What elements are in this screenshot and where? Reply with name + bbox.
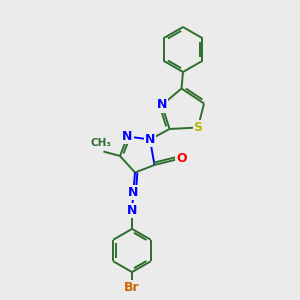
Text: N: N (128, 185, 139, 199)
Text: N: N (157, 98, 167, 112)
Text: Br: Br (124, 280, 140, 294)
Text: N: N (127, 203, 137, 217)
Text: N: N (122, 130, 133, 143)
Text: O: O (176, 152, 187, 165)
Text: S: S (194, 121, 202, 134)
Text: CH₃: CH₃ (91, 138, 112, 148)
Text: N: N (145, 133, 155, 146)
